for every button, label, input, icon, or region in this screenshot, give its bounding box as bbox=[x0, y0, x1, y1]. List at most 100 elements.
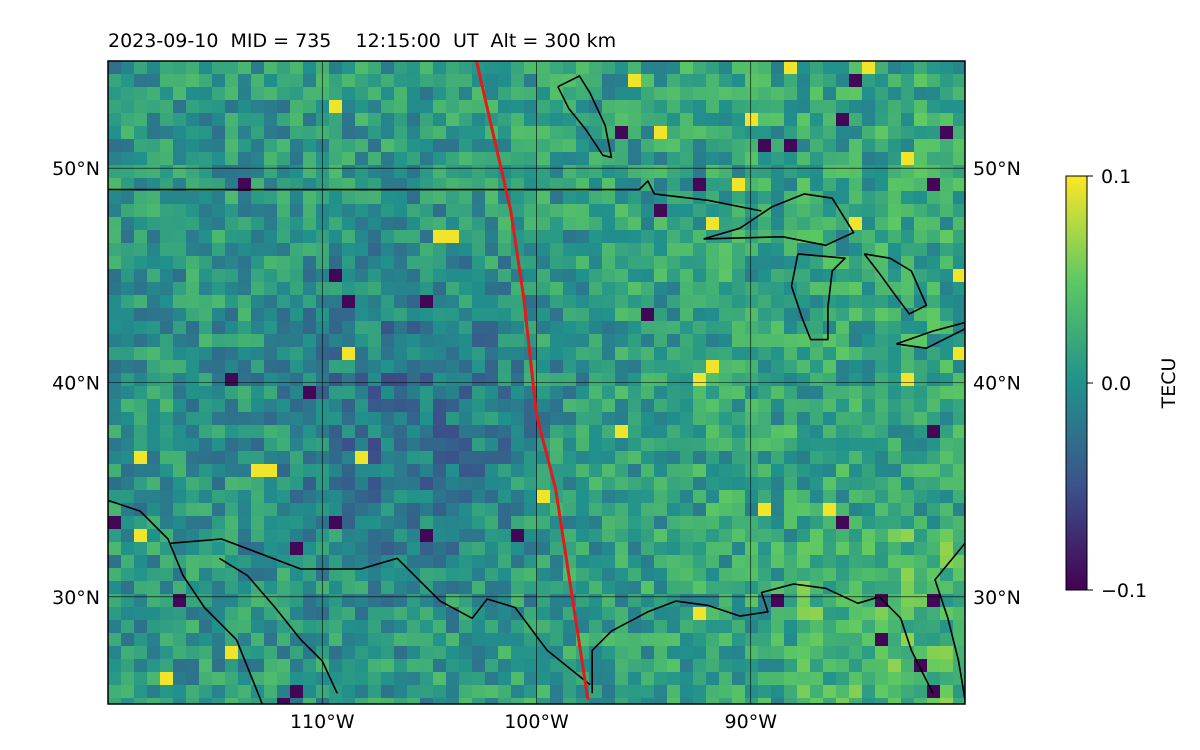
heatmap-cell bbox=[719, 568, 733, 582]
heatmap-cell bbox=[290, 633, 304, 647]
heatmap-cell bbox=[875, 217, 889, 231]
heatmap-cell bbox=[108, 633, 122, 647]
heatmap-cell bbox=[537, 594, 551, 608]
heatmap-cell bbox=[212, 568, 226, 582]
heatmap-cell bbox=[407, 620, 421, 634]
heatmap-cell bbox=[706, 165, 720, 179]
heatmap-cell bbox=[667, 230, 681, 244]
heatmap-cell bbox=[368, 438, 382, 452]
heatmap-cell bbox=[394, 126, 408, 140]
heatmap-cell bbox=[771, 139, 785, 153]
heatmap-cell bbox=[407, 425, 421, 439]
heatmap-cell bbox=[173, 581, 187, 595]
heatmap-cell bbox=[225, 152, 239, 166]
heatmap-cell bbox=[108, 191, 122, 205]
heatmap-cell bbox=[147, 165, 161, 179]
heatmap-cell bbox=[797, 620, 811, 634]
heatmap-cell bbox=[732, 464, 746, 478]
heatmap-cell bbox=[342, 477, 356, 491]
heatmap-cell bbox=[446, 672, 460, 686]
heatmap-cell bbox=[784, 659, 798, 673]
heatmap-cell bbox=[901, 139, 915, 153]
heatmap-cell bbox=[771, 61, 785, 75]
heatmap-cell bbox=[147, 282, 161, 296]
heatmap-cell bbox=[901, 659, 915, 673]
heatmap-cell bbox=[407, 373, 421, 387]
heatmap-cell bbox=[667, 204, 681, 218]
heatmap-cell bbox=[160, 152, 174, 166]
heatmap-cell bbox=[797, 399, 811, 413]
heatmap-cell bbox=[472, 282, 486, 296]
heatmap-cell bbox=[732, 425, 746, 439]
heatmap-cell bbox=[628, 178, 642, 192]
heatmap-cell bbox=[797, 698, 811, 704]
heatmap-cell bbox=[407, 698, 421, 704]
heatmap-cell bbox=[329, 646, 343, 660]
heatmap-cell bbox=[147, 373, 161, 387]
heatmap-cell bbox=[576, 594, 590, 608]
heatmap-cell bbox=[264, 360, 278, 374]
heatmap-cell bbox=[368, 516, 382, 530]
heatmap-cell bbox=[225, 308, 239, 322]
heatmap-cell bbox=[316, 386, 330, 400]
map-area bbox=[107, 60, 966, 705]
heatmap-cell bbox=[615, 490, 629, 504]
heatmap-cell bbox=[147, 464, 161, 478]
heatmap-cell bbox=[459, 230, 473, 244]
heatmap-cell bbox=[550, 568, 564, 582]
heatmap-cell bbox=[810, 61, 824, 75]
heatmap-cell bbox=[901, 295, 915, 309]
heatmap-cell bbox=[901, 438, 915, 452]
heatmap-cell bbox=[121, 321, 135, 335]
heatmap-cell bbox=[550, 412, 564, 426]
heatmap-cell bbox=[602, 672, 616, 686]
heatmap-cell bbox=[485, 191, 499, 205]
heatmap-cell bbox=[225, 243, 239, 257]
heatmap-cell bbox=[121, 685, 135, 699]
heatmap-cell bbox=[745, 347, 759, 361]
heatmap-cell bbox=[888, 87, 902, 101]
heatmap-cell bbox=[212, 87, 226, 101]
heatmap-cell bbox=[173, 256, 187, 270]
heatmap-cell bbox=[277, 477, 291, 491]
heatmap-cell bbox=[173, 672, 187, 686]
heatmap-cell bbox=[342, 204, 356, 218]
heatmap-cell bbox=[667, 685, 681, 699]
heatmap-cell bbox=[108, 204, 122, 218]
heatmap-cell bbox=[810, 373, 824, 387]
heatmap-cell bbox=[303, 204, 317, 218]
heatmap-cell bbox=[147, 438, 161, 452]
heatmap-cell bbox=[953, 139, 965, 153]
heatmap-cell bbox=[602, 126, 616, 140]
heatmap-cell bbox=[394, 529, 408, 543]
heatmap-cell bbox=[550, 438, 564, 452]
heatmap-cell bbox=[862, 373, 876, 387]
heatmap-cell bbox=[927, 139, 941, 153]
heatmap-cell bbox=[186, 217, 200, 231]
heatmap-cell bbox=[836, 308, 850, 322]
heatmap-cell bbox=[641, 217, 655, 231]
heatmap-cell bbox=[771, 477, 785, 491]
heatmap-cell bbox=[706, 61, 720, 75]
heatmap-cell bbox=[290, 581, 304, 595]
heatmap-cell bbox=[797, 568, 811, 582]
heatmap-cell bbox=[329, 451, 343, 465]
heatmap-cell bbox=[407, 230, 421, 244]
heatmap-cell bbox=[459, 672, 473, 686]
heatmap-cell bbox=[758, 685, 772, 699]
heatmap-cell bbox=[225, 61, 239, 75]
heatmap-cell bbox=[914, 61, 928, 75]
heatmap-cell bbox=[264, 113, 278, 127]
heatmap-cell bbox=[199, 230, 213, 244]
heatmap-cell bbox=[667, 529, 681, 543]
heatmap-cell bbox=[706, 698, 720, 704]
heatmap-cell bbox=[823, 672, 837, 686]
heatmap-cell bbox=[680, 490, 694, 504]
heatmap-cell bbox=[511, 334, 525, 348]
heatmap-cell bbox=[901, 503, 915, 517]
heatmap-cell bbox=[511, 373, 525, 387]
heatmap-cell bbox=[433, 243, 447, 257]
heatmap-cell bbox=[121, 61, 135, 75]
heatmap-cell bbox=[693, 347, 707, 361]
heatmap-cell bbox=[355, 360, 369, 374]
